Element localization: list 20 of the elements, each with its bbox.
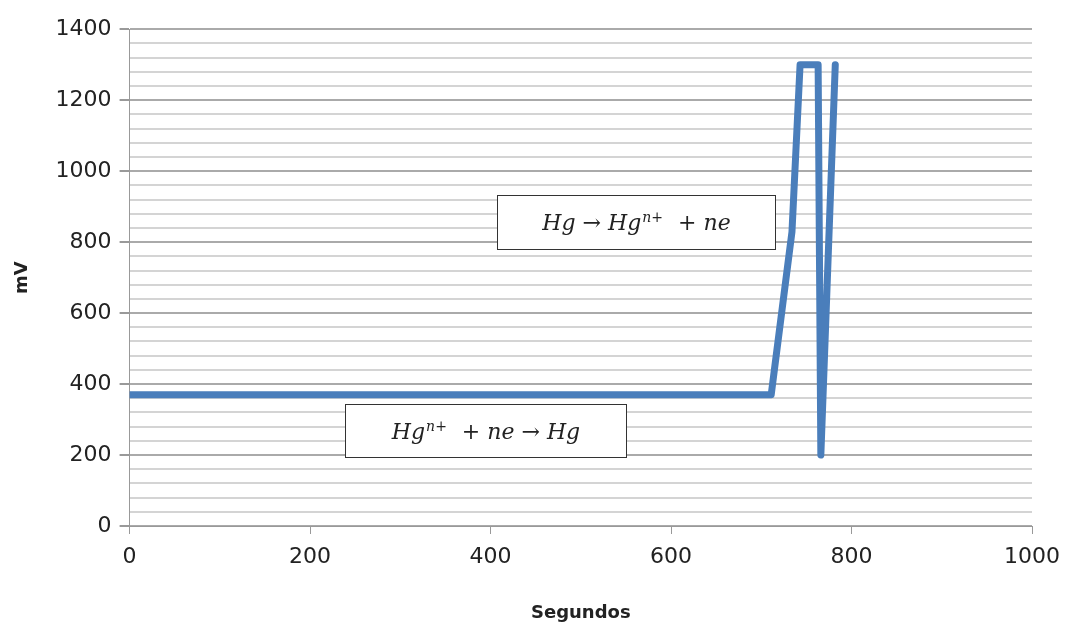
x-tick-label: 200 xyxy=(289,542,332,568)
x-tick-label: 0 xyxy=(122,542,137,568)
annotation: Hg → Hg$^{n+}$ + ne xyxy=(542,209,731,236)
text-box: Hg$^{n+}$ + ne → Hg xyxy=(345,404,627,458)
y-axis-title: mV xyxy=(10,261,32,294)
annotation: Hg$^{n+}$ + ne → Hg xyxy=(391,417,581,445)
y-tick-label: 1000 xyxy=(55,156,112,182)
y-tick-label: 400 xyxy=(69,369,112,395)
x-axis-title: Segundos xyxy=(530,600,631,622)
y-tick-label: 0 xyxy=(97,511,112,537)
x-tick-label: 600 xyxy=(650,542,693,568)
y-tick-label: 1400 xyxy=(55,14,112,40)
y-tick-label: 1200 xyxy=(55,85,112,111)
y-tick-label: 600 xyxy=(69,298,112,324)
x-tick-label: 400 xyxy=(469,542,512,568)
y-tick-label: 200 xyxy=(69,440,112,466)
x-tick-label: 800 xyxy=(830,542,873,568)
x-tick-label: 1000 xyxy=(1004,542,1061,568)
text-box: Hg → Hg$^{n+}$ + ne xyxy=(497,195,776,250)
y-tick-label: 800 xyxy=(69,227,112,253)
